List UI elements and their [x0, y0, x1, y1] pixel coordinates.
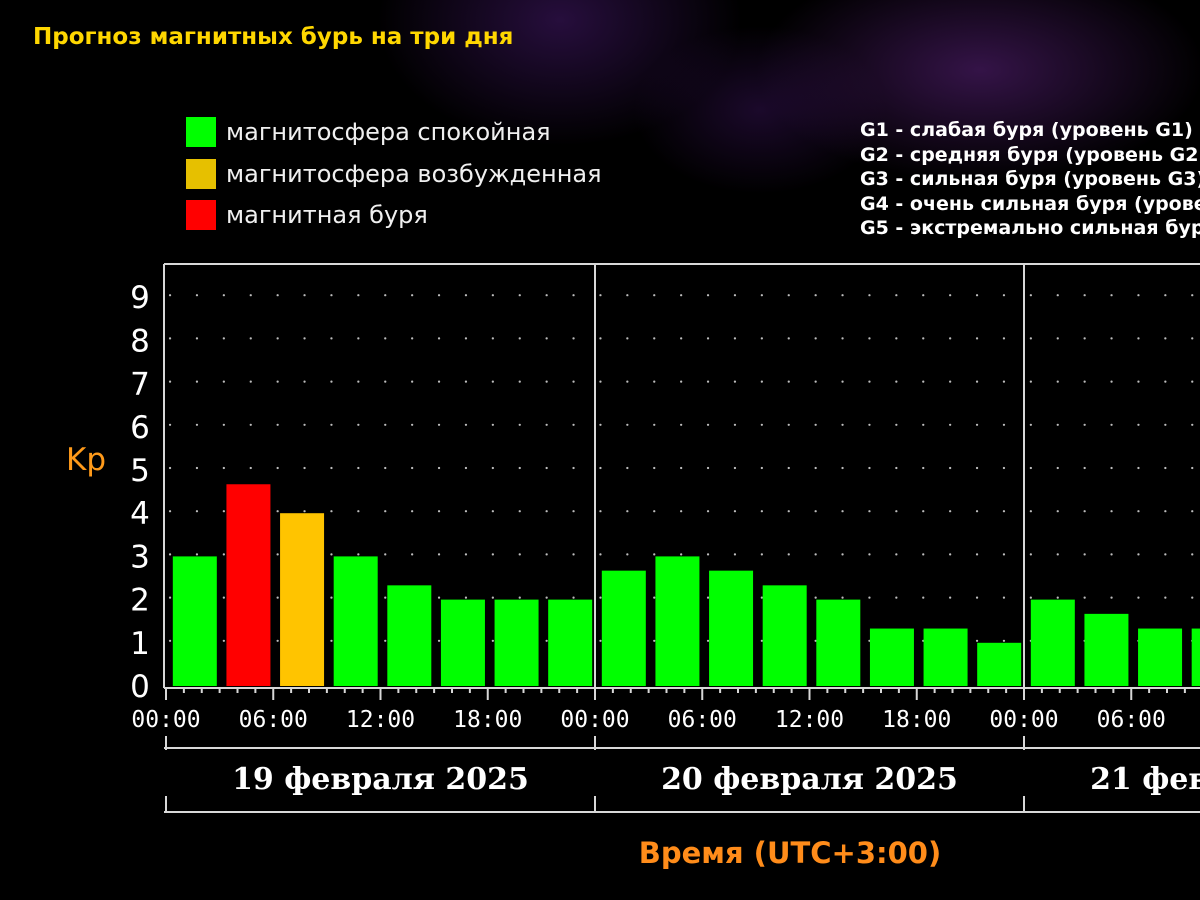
legend-swatch-active [186, 159, 216, 189]
legend-label-storm: магнитная буря [226, 201, 428, 229]
legend-label-quiet: магнитосфера спокойная [226, 118, 551, 146]
time-tick-label: 12:00 [775, 707, 844, 733]
y-tick-label: 4 [130, 496, 150, 532]
kp-bar-quiet [709, 570, 754, 686]
kp-bar-active [280, 513, 325, 686]
kp-bar-quiet [816, 599, 861, 686]
kp-bar-quiet [762, 585, 807, 686]
y-tick-label: 1 [130, 626, 150, 662]
kp-bar-quiet [1191, 628, 1200, 686]
time-tick-label: 06:00 [1097, 707, 1166, 733]
y-tick-label: 9 [130, 280, 150, 316]
g-scale-line-g1: G1 - слабая буря (уровень G1) [860, 119, 1193, 141]
y-tick-label: 3 [130, 539, 150, 575]
kp-bar-quiet [387, 585, 432, 686]
y-tick-label: 7 [130, 367, 150, 403]
time-tick-label: 00:00 [989, 707, 1058, 733]
kp-bar-quiet [977, 642, 1022, 686]
time-tick-label: 00:00 [131, 707, 200, 733]
kp-bar-quiet [1084, 613, 1129, 686]
y-tick-label: 2 [130, 583, 150, 619]
kp-bar-quiet [869, 628, 914, 686]
time-tick-label: 18:00 [882, 707, 951, 733]
legend-label-active: магнитосфера возбужденная [226, 160, 602, 188]
time-tick-label: 06:00 [239, 707, 308, 733]
kp-bar-storm [226, 484, 271, 686]
kp-bar-quiet [1030, 599, 1075, 686]
time-tick-label: 18:00 [453, 707, 522, 733]
g-scale-line-g3: G3 - сильная буря (уровень G3) [860, 168, 1200, 190]
kp-bar-quiet [655, 556, 700, 686]
y-tick-label: 8 [130, 323, 150, 359]
y-tick-label: 5 [130, 453, 150, 489]
legend-swatch-quiet [186, 117, 216, 147]
legend-item-storm: магнитная буря [186, 200, 428, 230]
g-scale-line-g4: G4 - очень сильная буря (уровень G4) [860, 192, 1200, 215]
y-tick-label: 6 [130, 410, 150, 446]
kp-bar-quiet [333, 556, 378, 686]
kp-bar-quiet [548, 599, 593, 686]
kp-bar-quiet [601, 570, 646, 686]
g-scale-line-g5: G5 - экстремально сильная буря (уровень … [860, 217, 1200, 239]
day-label: 20 февраля 2025 [661, 762, 958, 797]
kp-bar-quiet [172, 556, 217, 686]
day-label: 19 февраля 2025 [232, 762, 529, 797]
time-tick-label: 06:00 [668, 707, 737, 733]
kp-bar-quiet [923, 628, 968, 686]
legend-swatch-storm [186, 200, 216, 230]
day-label: 21 февраля 2025 [1090, 762, 1200, 797]
time-tick-label: 00:00 [560, 707, 629, 733]
kp-bar-quiet [1138, 628, 1183, 686]
time-tick-label: 12:00 [346, 707, 415, 733]
kp-bar-quiet [494, 599, 539, 686]
storm-level-scale: G1 - слабая буря (уровень G1) G2 - средн… [860, 118, 1200, 241]
y-axis-label: Kp [66, 442, 106, 478]
page-title: Прогноз магнитных бурь на три дня [33, 24, 514, 50]
legend-item-active: магнитосфера возбужденная [186, 159, 602, 189]
g-scale-line-g2: G2 - средняя буря (уровень G2) [860, 143, 1200, 166]
y-tick-label: 0 [130, 669, 150, 705]
legend-item-quiet: магнитосфера спокойная [186, 117, 551, 147]
x-axis-label: Время (UTC+3:00) [639, 836, 942, 870]
kp-bar-quiet [440, 599, 485, 686]
